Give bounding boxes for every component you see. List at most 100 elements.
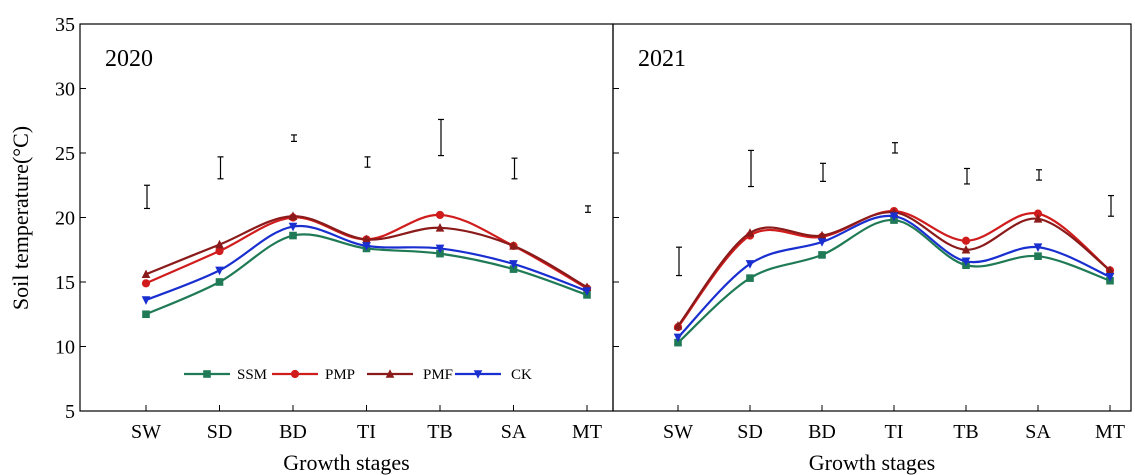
legend-label: SSM <box>237 367 267 383</box>
error-bar-SW <box>144 184 150 210</box>
error-bar-TI <box>364 156 371 168</box>
data-point <box>509 241 518 250</box>
x-tick-label: TI <box>885 421 904 443</box>
x-axis-label: Growth stages <box>809 450 935 475</box>
x-tick-label: MT <box>1095 421 1125 443</box>
x-tick-label: SD <box>207 421 233 443</box>
x-tick-label: BD <box>279 421 307 443</box>
data-point <box>961 257 971 267</box>
x-tick-label: SD <box>737 421 763 443</box>
series-line <box>677 214 1111 339</box>
error-bar-SW <box>676 246 682 277</box>
legend-label: PMP <box>325 367 355 383</box>
x-tick-label: BD <box>808 421 836 443</box>
legend-marker <box>385 369 395 378</box>
data-point <box>141 296 151 305</box>
data-point <box>362 242 371 251</box>
x-tick-label: SW <box>663 421 693 443</box>
data-point <box>746 274 754 282</box>
x-tick-label: MT <box>572 421 602 443</box>
series-CK <box>141 222 592 305</box>
data-point <box>961 244 971 254</box>
error-bar-SA <box>1036 169 1042 181</box>
data-point <box>141 279 151 288</box>
y-tick-label: 35 <box>55 14 75 36</box>
data-point <box>435 210 445 220</box>
x-tick-label: TB <box>953 421 979 443</box>
error-bar-TB <box>964 167 970 185</box>
data-point <box>1105 265 1115 275</box>
series-PMF <box>141 211 592 291</box>
series-CK <box>673 212 1115 343</box>
legend-item-SSM: SSM <box>184 367 267 383</box>
data-point <box>362 234 371 244</box>
y-tick-label: 30 <box>55 79 75 101</box>
error-bar-SD <box>217 156 224 180</box>
y-tick-label: 25 <box>55 143 75 165</box>
panel-title: 2021 <box>638 46 686 72</box>
data-point <box>745 228 755 237</box>
data-point <box>1033 213 1043 223</box>
data-point <box>1033 243 1043 252</box>
data-point <box>673 321 683 330</box>
legend-marker <box>203 370 211 378</box>
data-point <box>289 231 297 240</box>
series-SSM <box>674 216 1114 347</box>
error-bar-SA <box>511 157 518 180</box>
x-tick-label: SA <box>1025 421 1051 443</box>
data-point <box>889 212 899 222</box>
error-bar-MT <box>585 205 591 213</box>
panel-frame <box>612 23 1132 412</box>
legend-marker <box>473 370 483 379</box>
data-point <box>509 260 518 269</box>
data-point <box>1105 273 1115 282</box>
legend-marker <box>290 369 300 379</box>
data-point <box>961 236 971 245</box>
data-point <box>509 265 518 273</box>
data-point <box>435 223 445 232</box>
data-point <box>435 244 445 254</box>
data-point <box>818 251 826 259</box>
error-bar-SD <box>748 149 754 188</box>
error-bar-TI <box>892 142 898 154</box>
legend-item-CK: CK <box>455 367 532 383</box>
data-point <box>582 287 592 296</box>
data-point <box>215 239 224 249</box>
data-point <box>288 211 298 221</box>
panel-title: 2020 <box>105 46 153 72</box>
x-tick-label: SW <box>131 421 161 443</box>
data-point <box>817 238 827 247</box>
series-PMP <box>673 206 1115 332</box>
y-axis-label: Soil temperature(°C) <box>8 126 33 310</box>
error-bar-BD <box>291 134 297 142</box>
data-point <box>215 278 224 286</box>
y-tick-label: 15 <box>55 272 75 294</box>
data-point <box>674 338 682 347</box>
data-point <box>215 246 224 256</box>
y-tick-label: 5 <box>65 401 75 423</box>
data-point <box>1034 252 1042 260</box>
data-point <box>817 230 827 240</box>
plot-area: 5 10 15 20 25 30 35 SW SD BD TI TB SA MT Growth stages… <box>55 14 1132 475</box>
x-tick-label: TI <box>357 421 376 443</box>
legend: SSM PMP PMF CK <box>184 367 532 383</box>
error-bar-TB <box>438 118 444 157</box>
panel-frame <box>79 23 614 412</box>
y-tick-label: 10 <box>55 337 75 359</box>
legend-item-PMF: PMF <box>367 367 453 383</box>
data-point <box>1033 209 1043 218</box>
data-point <box>436 249 444 258</box>
panel-2020: 5 10 15 20 25 30 35 SW SD BD TI TB SA MT Growth stages… <box>55 14 614 475</box>
y-tick-label: 20 <box>55 208 75 230</box>
x-axis-label: Growth stages <box>283 450 409 475</box>
data-point <box>141 269 151 279</box>
legend-label: CK <box>511 367 532 383</box>
series-PMF <box>673 207 1115 330</box>
panel-2021: SW SD BD TI TB SA MT Growth stages 2021 <box>612 23 1132 475</box>
legend-label: PMF <box>423 367 453 383</box>
data-point <box>215 266 224 276</box>
data-point <box>288 222 298 232</box>
x-tick-label: TB <box>427 421 453 443</box>
legend-item-PMP: PMP <box>272 367 355 383</box>
